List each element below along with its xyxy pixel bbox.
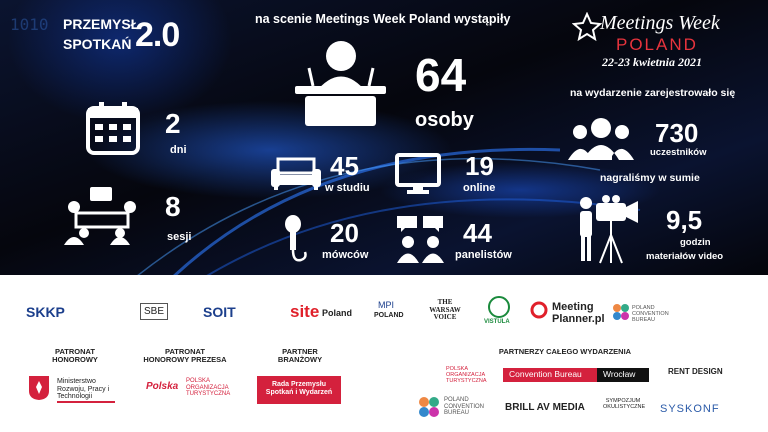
stat-label: dni — [170, 144, 187, 156]
logo-text: RENT DESIGN — [668, 367, 723, 376]
section-title: PATRONAT HONOROWY — [40, 347, 110, 365]
logo-text: POLSKA ORGANIZACJA TURYSTYCZNA — [446, 366, 487, 385]
logo-text: VISTULA — [484, 319, 510, 325]
logo-text: POLAND CONVENTION BUREAU — [444, 397, 485, 417]
logo-text: POLAND CONVENTION BUREAU — [632, 305, 669, 324]
vistula-icon — [488, 296, 510, 318]
section-title-line: PATRONAT — [165, 347, 205, 356]
logo-text: Ministerstwo Rozwoju, Pracy i Technologi… — [57, 378, 115, 404]
event-dates: 22-23 kwietnia 2021 — [602, 55, 703, 69]
logo-text: SOIT — [203, 304, 236, 320]
stat-label: godzin — [680, 237, 711, 248]
logo-text: POLAND — [374, 312, 404, 319]
total-label: osoby — [415, 109, 474, 131]
logo-text: Meeting — [552, 301, 594, 313]
microphone-icon — [285, 215, 307, 262]
section-title-line: PARTNER — [282, 347, 318, 356]
stat-value: 730 — [655, 118, 699, 148]
section-title: PARTNER BRANŻOWY — [255, 347, 345, 365]
section-title: PARTNERZY CAŁEGO WYDARZENIA — [480, 347, 650, 356]
logo-text: Rada Przemysłu Spotkań i Wydarzeń — [257, 376, 341, 404]
section-heading: nagraliśmy w sumie — [600, 172, 700, 184]
section-title-line: PATRONAT — [55, 347, 95, 356]
svg-text:1010: 1010 — [10, 15, 49, 34]
logo-text: Polska — [146, 381, 179, 392]
logo-text: SYSKONF — [660, 403, 720, 415]
logo-line: SPOTKAŃ — [63, 36, 132, 52]
stat-value: 2 — [165, 108, 181, 139]
section-heading: na scenie Meetings Week Poland wystąpiły — [255, 12, 511, 26]
stat-value: 45 — [330, 151, 359, 181]
stat-value: 8 — [165, 191, 181, 222]
stat-label: panelistów — [455, 249, 512, 261]
stat-label: online — [463, 182, 496, 194]
stat-label: uczestników — [650, 147, 707, 158]
logo-text: MPI — [378, 300, 395, 310]
panelists-icon — [397, 216, 444, 263]
stats-panel: 1010 PRZEMYSŁ SPOTKAŃ 2.0 2 dni 8 sesji … — [0, 0, 768, 275]
stat-label: mówców — [322, 249, 369, 261]
section-title-line: PARTNERZY CAŁEGO WYDARZENIA — [498, 347, 632, 356]
stat-label: materiałów video — [646, 251, 724, 262]
camera-icon — [580, 195, 638, 264]
logo-text: THE WARSAW VOICE — [429, 298, 461, 322]
logo-text: site — [290, 302, 320, 321]
meeting-planner-icon — [530, 301, 548, 319]
sofa-icon — [271, 157, 321, 190]
section-title-line: HONOROWY PREZESA — [143, 355, 227, 365]
stat-value: 19 — [465, 151, 494, 181]
emblem-icon — [29, 376, 49, 400]
total-value: 64 — [415, 49, 467, 101]
logo-line: PRZEMYSŁ — [63, 16, 140, 32]
stat-value: 9,5 — [666, 205, 703, 235]
logo-text: Convention Bureau — [503, 368, 597, 382]
participants-icon — [568, 118, 634, 160]
meeting-icon — [64, 187, 136, 245]
section-title-line: HONOROWY — [52, 355, 98, 365]
speaker-icon — [295, 41, 386, 126]
event-country: POLAND — [616, 35, 698, 54]
logo-text: BRILL AV MEDIA — [505, 402, 585, 413]
logo-text: POLSKA ORGANIZACJA TURYSTYCZNA — [186, 378, 231, 398]
stat-label: w studiu — [325, 182, 370, 194]
light-streaks: 1010 — [10, 15, 641, 275]
logo-version: 2.0 — [135, 16, 180, 54]
section-heading: na wydarzenie zarejestrowało się — [570, 87, 736, 99]
section-title: PATRONAT HONOROWY PREZESA — [140, 347, 230, 365]
event-name: Meetings Week — [600, 12, 720, 34]
logo-text: SKKP — [26, 304, 65, 320]
stat-value: 44 — [463, 218, 492, 248]
logo-text: Planner.pl — [552, 313, 605, 325]
logo-text: SYMPOZJUM OKULISTYCZNE — [603, 398, 646, 411]
logo-text: Wrocław — [597, 368, 649, 382]
monitor-icon — [395, 153, 441, 194]
calendar-icon — [86, 102, 140, 155]
pcb-icon — [613, 304, 629, 320]
logo-text: Poland — [322, 308, 353, 318]
logo-text: SBE — [140, 303, 169, 320]
pcb-icon — [419, 397, 439, 417]
section-title-line: BRANŻOWY — [277, 355, 323, 365]
stat-value: 20 — [330, 218, 359, 248]
star-icon — [572, 12, 602, 42]
stat-label: sesji — [167, 231, 192, 243]
